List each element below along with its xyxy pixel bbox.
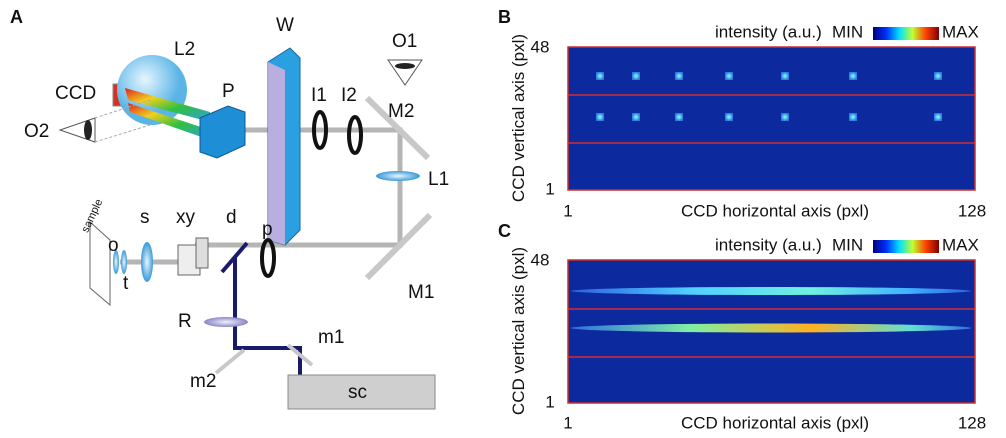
spot <box>849 113 857 121</box>
colorbar-min: MIN <box>832 235 863 254</box>
xy-stage <box>195 237 209 269</box>
ccd-image <box>567 46 976 191</box>
lens-t <box>121 250 127 274</box>
eye-o1 <box>395 63 415 69</box>
colorbar-max: MAX <box>942 235 979 254</box>
panel-label: A <box>10 7 23 27</box>
label: M1 <box>408 282 434 303</box>
sample <box>89 220 111 307</box>
label: p <box>262 219 273 240</box>
spot <box>725 72 733 80</box>
x-axis-title: CCD horizontal axis (pxl) <box>681 413 869 432</box>
label: L2 <box>174 39 195 60</box>
spectrum-streak <box>571 287 971 295</box>
spot <box>632 72 640 80</box>
wedge-w <box>268 62 285 245</box>
label: M2 <box>388 101 414 122</box>
iris-i1 <box>312 110 328 150</box>
label: W <box>276 15 294 36</box>
lens-l1 <box>376 171 420 181</box>
label: I1 <box>311 85 327 106</box>
spot <box>849 72 857 80</box>
label: m2 <box>190 371 216 392</box>
label: L1 <box>428 169 449 190</box>
label: O1 <box>392 31 417 52</box>
lens-r <box>204 317 248 327</box>
mirror-d <box>220 241 249 274</box>
panel-label: B <box>498 7 511 27</box>
label: xy <box>176 207 196 228</box>
spot <box>934 113 942 121</box>
colorbar-max: MAX <box>942 22 979 41</box>
y-tick-label: 48 <box>531 37 550 56</box>
colorbar-title: intensity (a.u.) <box>715 22 822 41</box>
y-axis-title: CCD vertical axis (pxl) <box>509 247 528 415</box>
eye-o2 <box>84 120 92 140</box>
spot <box>596 113 604 121</box>
y-tick-label: 1 <box>545 179 554 198</box>
dispersion <box>128 103 210 140</box>
prism-p <box>199 105 246 159</box>
mirror-m1-small <box>286 343 314 367</box>
colorbar-title: intensity (a.u.) <box>715 235 822 254</box>
spectrometer <box>287 374 436 410</box>
x-axis-title: CCD horizontal axis (pxl) <box>681 201 869 220</box>
reference-beam <box>233 258 302 375</box>
spot <box>632 113 640 121</box>
setup-diagram: A CCD L2 W O1 P I1 I2 M2 O2 L1 sample s … <box>10 7 449 410</box>
colorbar <box>873 240 939 253</box>
label: CCD <box>55 83 96 104</box>
beam-path <box>195 127 403 248</box>
label: t <box>123 273 129 294</box>
colorbar-min: MIN <box>832 22 863 41</box>
x-tick-label: 1 <box>563 413 572 432</box>
label: sc <box>348 382 367 403</box>
lens-s <box>141 242 153 282</box>
colorbar <box>873 27 939 40</box>
y-tick-label: 1 <box>545 392 554 411</box>
spot <box>675 72 683 80</box>
y-tick-label: 48 <box>531 250 550 269</box>
x-tick-label: 128 <box>958 201 986 220</box>
panel-b: B intensity (a.u.) MIN MAX 48 1 CCD vert… <box>498 7 986 221</box>
label: s <box>140 207 150 228</box>
label: d <box>226 207 237 228</box>
x-tick-label: 128 <box>958 413 986 432</box>
label: P <box>222 81 235 102</box>
spots <box>596 72 942 121</box>
panel-label: C <box>498 221 511 241</box>
spectrum-streak <box>571 323 971 333</box>
mirror-m2 <box>364 95 431 161</box>
mirror-m2-small <box>214 348 246 375</box>
iris-i2 <box>347 115 363 155</box>
spot <box>934 72 942 80</box>
label: R <box>178 311 192 332</box>
label: I2 <box>341 85 357 106</box>
panel-c: C intensity (a.u.) MIN MAX 48 1 CCD vert… <box>498 221 986 433</box>
spot <box>725 113 733 121</box>
label: m1 <box>318 327 344 348</box>
label: o <box>108 235 119 256</box>
dispersion <box>125 88 210 122</box>
mirror-m1 <box>364 212 433 281</box>
y-axis-title: CCD vertical axis (pxl) <box>509 34 528 202</box>
sight-line <box>94 124 151 143</box>
spot <box>675 113 683 121</box>
spot <box>781 72 789 80</box>
spot <box>781 113 789 121</box>
spot <box>596 72 604 80</box>
iris-p <box>260 238 276 278</box>
label: sample <box>79 197 105 234</box>
x-tick-label: 1 <box>563 201 572 220</box>
label: O2 <box>24 121 49 142</box>
objective-o <box>113 250 119 274</box>
